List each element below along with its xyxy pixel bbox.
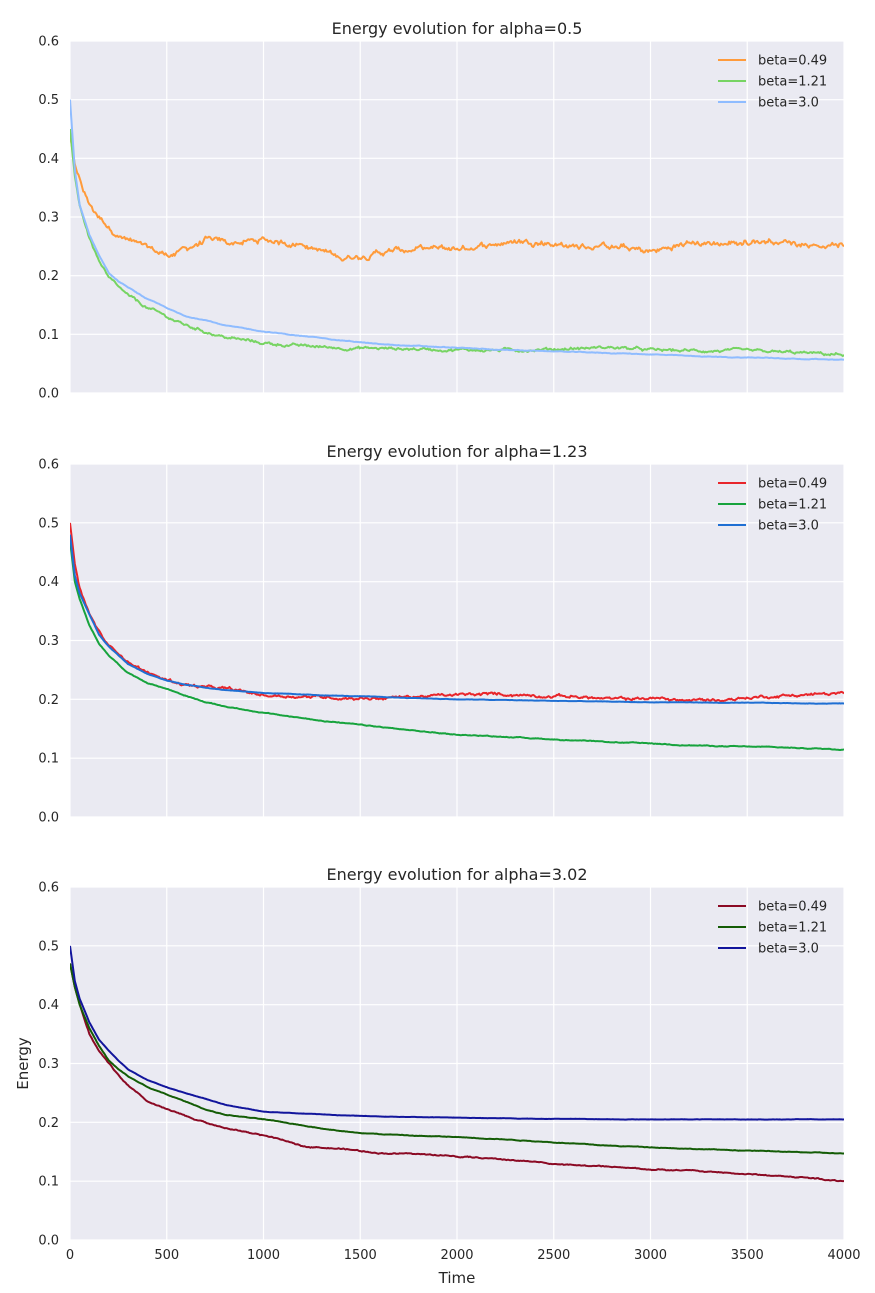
y-tick-label: 0.4 xyxy=(38,152,59,167)
legend-label: beta=1.21 xyxy=(758,75,827,90)
y-tick-label: 0.2 xyxy=(38,1116,59,1131)
series-line xyxy=(70,99,844,361)
y-tick-label: 0.1 xyxy=(38,752,59,767)
chart-panel: 0.0 0.1 0.2 0.3 0.4 0.5 0.6 Energy evolution fo… xyxy=(38,19,845,402)
panels: 0.0 0.1 0.2 0.3 0.4 0.5 0.6 Energy evolution fo… xyxy=(14,19,861,1287)
y-tick-label: 0.3 xyxy=(38,211,59,226)
y-axis-label: Energy xyxy=(14,1037,32,1090)
legend-label: beta=3.0 xyxy=(758,942,819,957)
series-line xyxy=(70,534,844,705)
x-tick-label: 3500 xyxy=(731,1248,764,1263)
x-tick-label: 500 xyxy=(154,1248,179,1263)
y-tick-label: 0.1 xyxy=(38,328,59,343)
series-line xyxy=(70,945,844,1121)
y-tick-label: 0.2 xyxy=(38,269,59,284)
y-tick-label: 0.5 xyxy=(38,516,59,531)
y-tick-label: 0.5 xyxy=(38,93,59,108)
legend-label: beta=1.21 xyxy=(758,498,827,513)
legend-label: beta=0.49 xyxy=(758,900,827,915)
y-tick-label: 0.3 xyxy=(38,1057,59,1072)
x-tick-label: 0 xyxy=(66,1248,74,1263)
x-tick-label: 3000 xyxy=(634,1248,667,1263)
x-tick-label: 2500 xyxy=(537,1248,570,1263)
chart-title: Energy evolution for alpha=1.23 xyxy=(327,442,588,461)
chart-panel: 0.0 0.1 0.2 0.3 0.4 0.5 0.6 Energy evolution fo… xyxy=(38,442,845,826)
y-tick-label: 0.3 xyxy=(38,634,59,649)
y-tick-label: 0.0 xyxy=(38,387,59,402)
y-tick-label: 0.4 xyxy=(38,575,59,590)
y-tick-label: 0.6 xyxy=(38,458,59,473)
chart-panel: 0.0 0.1 0.2 0.3 0.4 0.5 0.6 0 500 1000 1500 2000 250… xyxy=(14,865,861,1287)
x-tick-label: 1000 xyxy=(247,1248,280,1263)
series-line xyxy=(70,963,844,1183)
x-tick-label: 4000 xyxy=(827,1248,860,1263)
legend-label: beta=0.49 xyxy=(758,54,827,69)
y-tick-label: 0.0 xyxy=(38,1234,59,1249)
y-tick-label: 0.1 xyxy=(38,1175,59,1190)
legend-label: beta=1.21 xyxy=(758,921,827,936)
x-tick-label: 2000 xyxy=(440,1248,473,1263)
legend-label: beta=0.49 xyxy=(758,477,827,492)
series-line xyxy=(70,128,844,358)
y-tick-label: 0.0 xyxy=(38,811,59,826)
series-line xyxy=(70,963,844,1155)
y-tick-label: 0.4 xyxy=(38,998,59,1013)
x-tick-label: 1500 xyxy=(344,1248,377,1263)
y-tick-label: 0.6 xyxy=(38,881,59,896)
series-line xyxy=(70,540,844,751)
chart-title: Energy evolution for alpha=0.5 xyxy=(332,19,583,38)
series-line xyxy=(70,134,844,262)
legend-label: beta=3.0 xyxy=(758,96,819,111)
y-tick-label: 0.6 xyxy=(38,35,59,50)
x-axis-label: Time xyxy=(438,1269,476,1287)
y-tick-label: 0.2 xyxy=(38,693,59,708)
y-tick-label: 0.5 xyxy=(38,939,59,954)
chart-title: Energy evolution for alpha=3.02 xyxy=(327,865,588,884)
legend-label: beta=3.0 xyxy=(758,519,819,534)
